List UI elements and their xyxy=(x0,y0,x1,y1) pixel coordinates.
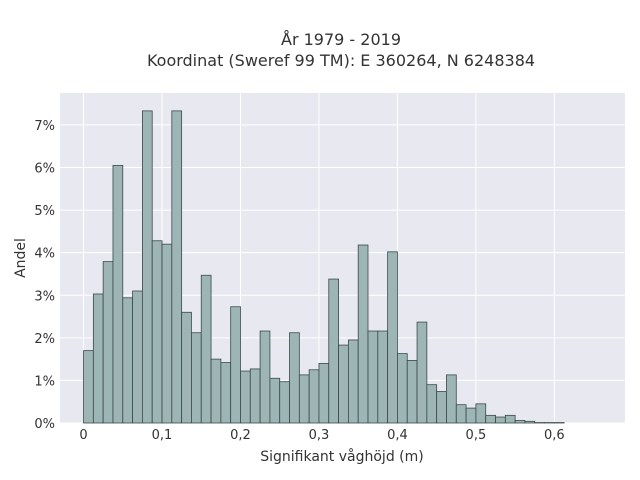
histogram-bar-1 xyxy=(92,293,104,424)
histogram-bar-11 xyxy=(191,332,202,424)
histogram-bar-8 xyxy=(161,243,173,424)
histogram-bar-16 xyxy=(240,370,251,424)
y-tick-label-6: 6% xyxy=(34,162,55,177)
histogram-bar-14 xyxy=(220,362,232,424)
histogram-bar-4 xyxy=(122,297,133,424)
x-tick-label-1: 0,1 xyxy=(152,428,173,443)
histogram-bar-45 xyxy=(524,420,536,424)
histogram-bar-41 xyxy=(485,414,496,424)
histogram-bar-40 xyxy=(475,403,487,424)
x-axis-label: Signifikant våghöjd (m) xyxy=(260,448,423,465)
y-tick-label-5: 5% xyxy=(34,204,55,219)
chart-title-line2: Koordinat (Sweref 99 TM): E 360264, N 62… xyxy=(147,51,535,70)
histogram-bar-37 xyxy=(446,374,457,424)
histogram-bar-21 xyxy=(289,332,300,424)
histogram-bar-35 xyxy=(426,384,438,424)
histogram-bar-19 xyxy=(269,377,281,424)
x-tick-label-4: 0,4 xyxy=(387,428,408,443)
histogram-bar-9 xyxy=(171,110,183,424)
y-axis-label: Andel xyxy=(13,238,29,278)
histogram-bar-30 xyxy=(377,330,389,424)
y-axis-ticks: 0% 1% 2% 3% 4% 5% 6% 7% xyxy=(34,119,55,432)
histogram-bar-18 xyxy=(259,330,271,424)
histogram-bar-0 xyxy=(83,350,94,424)
histogram-bar-44 xyxy=(514,420,526,424)
x-axis-ticks: 0 0,1 0,2 0,3 0,4 0,5 0,6 xyxy=(79,428,564,443)
histogram-bar-5 xyxy=(132,290,143,424)
histogram-bar-15 xyxy=(230,306,241,424)
histogram-bar-29 xyxy=(367,330,379,424)
histogram-bar-10 xyxy=(181,311,192,424)
histogram-bar-6 xyxy=(141,110,153,424)
histogram-bar-22 xyxy=(298,374,310,424)
histogram-bar-26 xyxy=(338,344,349,424)
histogram-bar-12 xyxy=(200,274,212,424)
histogram-bar-25 xyxy=(328,278,339,424)
histogram-bar-27 xyxy=(347,339,359,424)
y-tick-label-4: 4% xyxy=(34,247,55,262)
x-tick-label-0: 0 xyxy=(79,428,87,443)
histogram-bar-38 xyxy=(455,404,467,424)
histogram-bar-7 xyxy=(151,240,163,424)
histogram-bar-36 xyxy=(436,391,447,424)
histogram-bar-39 xyxy=(465,407,477,424)
chart-title-line1: År 1979 - 2019 xyxy=(281,30,401,49)
y-tick-label-2: 2% xyxy=(34,332,55,347)
histogram-bar-2 xyxy=(102,261,114,424)
histogram-bar-43 xyxy=(504,414,516,424)
x-tick-label-3: 0,3 xyxy=(309,428,330,443)
histogram-bar-24 xyxy=(318,362,330,424)
histogram-bar-3 xyxy=(112,164,124,424)
histogram-bar-20 xyxy=(279,381,290,424)
histogram-bar-42 xyxy=(495,416,506,424)
x-tick-label-6: 0,6 xyxy=(544,428,565,443)
histogram-bar-17 xyxy=(249,368,261,424)
histogram-bar-23 xyxy=(308,369,320,424)
histogram-bar-34 xyxy=(416,321,428,424)
bars xyxy=(83,110,565,424)
histogram-bar-33 xyxy=(406,360,418,424)
x-tick-label-5: 0,5 xyxy=(466,428,487,443)
y-tick-label-3: 3% xyxy=(34,289,55,304)
y-tick-label-7: 7% xyxy=(34,119,55,134)
histogram-bar-31 xyxy=(387,251,398,424)
y-tick-label-1: 1% xyxy=(34,374,55,389)
x-tick-label-2: 0,2 xyxy=(230,428,251,443)
y-tick-label-0: 0% xyxy=(34,417,55,432)
histogram-bar-13 xyxy=(210,358,222,424)
histogram-bar-28 xyxy=(357,244,369,424)
histogram-bar-32 xyxy=(397,353,408,424)
